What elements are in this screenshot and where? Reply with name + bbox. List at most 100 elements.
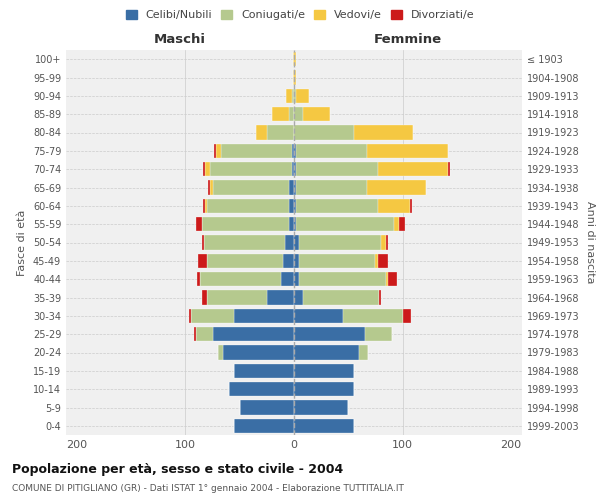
Text: COMUNE DI PITIGLIANO (GR) - Dati ISTAT 1° gennaio 2004 - Elaborazione TUTTITALIA: COMUNE DI PITIGLIANO (GR) - Dati ISTAT 1… xyxy=(12,484,404,493)
Bar xyxy=(203,162,205,176)
Bar xyxy=(294,254,299,268)
Bar xyxy=(294,364,354,378)
Bar xyxy=(205,198,207,213)
Bar xyxy=(294,107,302,122)
Bar xyxy=(302,107,330,122)
Bar xyxy=(377,254,388,268)
Bar xyxy=(448,162,451,176)
Bar xyxy=(294,272,299,286)
Bar xyxy=(204,236,286,250)
Bar xyxy=(377,198,410,213)
Bar xyxy=(200,272,281,286)
Bar xyxy=(294,70,296,85)
Bar xyxy=(202,236,204,250)
Bar xyxy=(381,236,386,250)
Bar xyxy=(292,162,294,176)
Bar xyxy=(281,272,294,286)
Bar xyxy=(299,236,381,250)
Bar xyxy=(212,327,294,342)
Bar xyxy=(359,346,368,360)
Bar xyxy=(194,327,196,342)
Text: Popolazione per età, sesso e stato civile - 2004: Popolazione per età, sesso e stato civil… xyxy=(12,462,343,475)
Text: Maschi: Maschi xyxy=(154,34,206,46)
Bar xyxy=(214,144,216,158)
Bar xyxy=(302,290,379,304)
Bar xyxy=(188,308,191,323)
Bar xyxy=(234,364,294,378)
Bar xyxy=(296,162,377,176)
Bar xyxy=(343,308,403,323)
Bar xyxy=(294,217,296,232)
Bar xyxy=(234,418,294,433)
Bar xyxy=(289,198,294,213)
Bar xyxy=(199,254,207,268)
Bar xyxy=(296,198,377,213)
Bar xyxy=(293,70,294,85)
Bar xyxy=(294,52,296,66)
Bar xyxy=(267,290,294,304)
Bar xyxy=(196,217,202,232)
Bar xyxy=(403,308,411,323)
Bar xyxy=(207,254,283,268)
Bar xyxy=(294,382,354,396)
Bar xyxy=(289,217,294,232)
Bar xyxy=(367,144,448,158)
Bar xyxy=(388,272,397,286)
Bar xyxy=(218,346,223,360)
Bar xyxy=(379,290,381,304)
Bar xyxy=(229,382,294,396)
Bar xyxy=(294,126,354,140)
Bar xyxy=(394,217,400,232)
Bar xyxy=(292,88,294,103)
Bar xyxy=(216,144,221,158)
Bar xyxy=(203,198,205,213)
Bar xyxy=(293,52,294,66)
Bar xyxy=(294,346,359,360)
Bar xyxy=(207,290,267,304)
Legend: Celibi/Nubili, Coniugati/e, Vedovi/e, Divorziati/e: Celibi/Nubili, Coniugati/e, Vedovi/e, Di… xyxy=(121,6,479,25)
Bar xyxy=(272,107,289,122)
Bar xyxy=(294,198,296,213)
Y-axis label: Anni di nascita: Anni di nascita xyxy=(585,201,595,284)
Bar xyxy=(267,126,294,140)
Bar xyxy=(196,327,212,342)
Bar xyxy=(208,180,211,194)
Bar xyxy=(289,107,294,122)
Bar xyxy=(212,180,289,194)
Bar xyxy=(256,126,267,140)
Bar xyxy=(191,308,234,323)
Bar xyxy=(294,88,296,103)
Bar xyxy=(296,217,394,232)
Bar xyxy=(299,254,376,268)
Bar xyxy=(223,346,294,360)
Bar xyxy=(376,254,377,268)
Bar xyxy=(377,162,448,176)
Bar xyxy=(294,327,365,342)
Bar xyxy=(286,236,294,250)
Bar xyxy=(296,88,309,103)
Bar xyxy=(221,144,292,158)
Bar xyxy=(205,162,211,176)
Bar xyxy=(294,162,296,176)
Bar xyxy=(211,162,292,176)
Bar xyxy=(294,236,299,250)
Bar xyxy=(292,144,294,158)
Bar xyxy=(197,272,200,286)
Bar xyxy=(296,180,367,194)
Bar xyxy=(294,290,302,304)
Bar xyxy=(202,290,207,304)
Bar xyxy=(202,217,289,232)
Bar xyxy=(294,144,296,158)
Bar xyxy=(354,126,413,140)
Text: Femmine: Femmine xyxy=(374,34,442,46)
Bar xyxy=(283,254,294,268)
Bar xyxy=(294,180,296,194)
Bar xyxy=(289,180,294,194)
Bar xyxy=(211,180,212,194)
Bar xyxy=(207,198,289,213)
Bar xyxy=(286,88,292,103)
Bar xyxy=(296,144,367,158)
Bar xyxy=(365,327,392,342)
Bar xyxy=(240,400,294,414)
Bar xyxy=(294,418,354,433)
